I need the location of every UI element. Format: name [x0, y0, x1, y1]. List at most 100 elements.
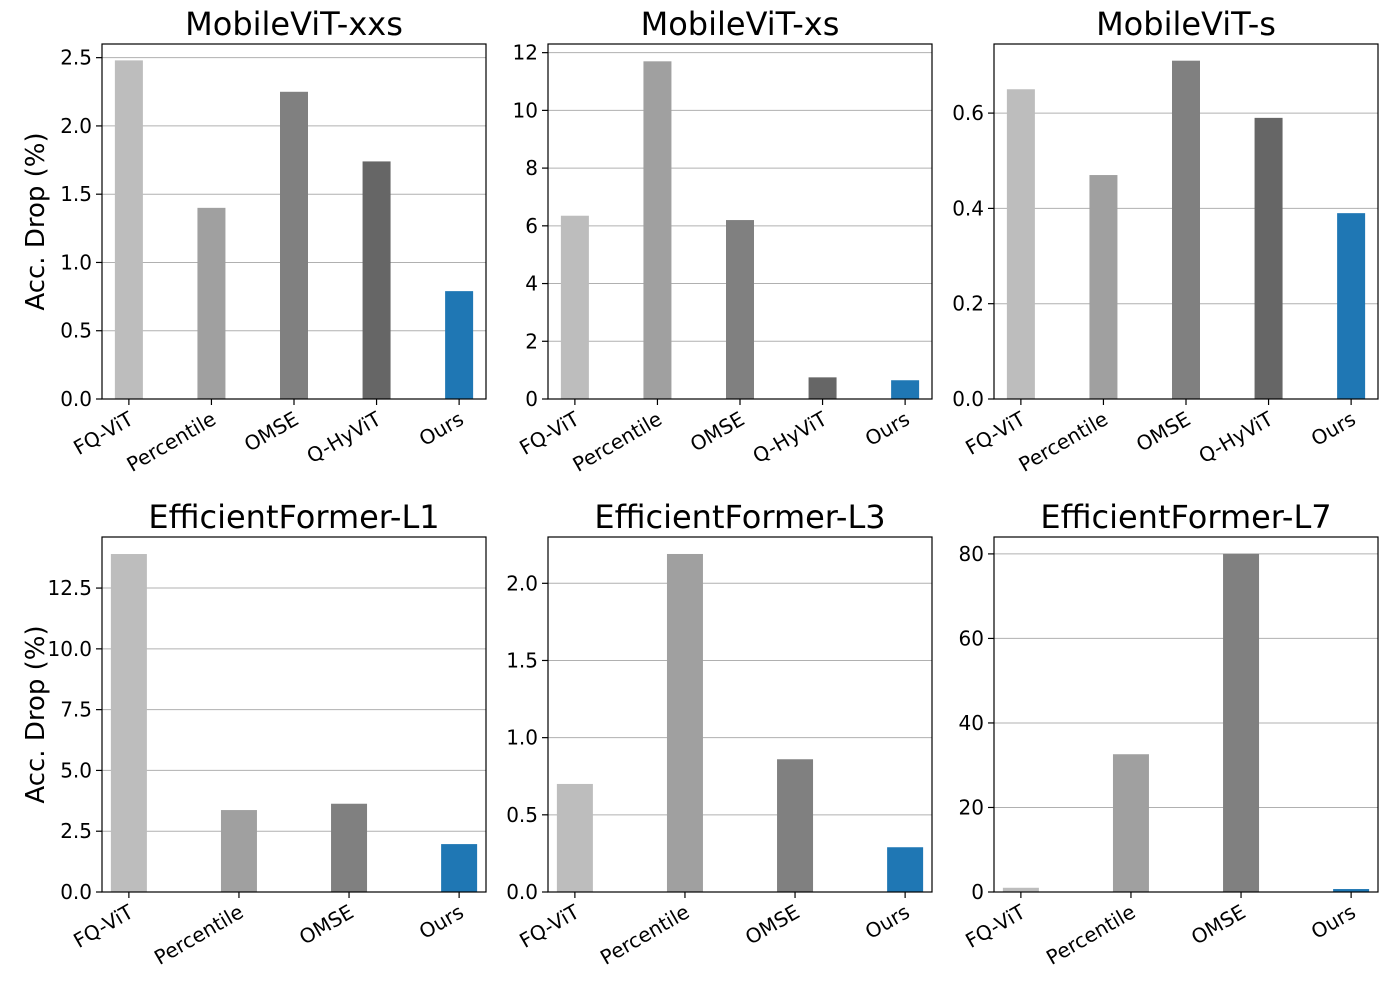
- ytick-label-0-3: 1.5: [60, 182, 92, 206]
- bar-4-3: [887, 847, 924, 892]
- axes-frame-5: [993, 536, 1379, 893]
- xtick-label-5-2: OMSE: [1187, 900, 1250, 950]
- ytick-label-0-4: 2.0: [60, 114, 92, 138]
- ytick-label-3-1: 2.5: [60, 819, 92, 843]
- xtick-label-3-0: FQ-ViT: [69, 899, 138, 953]
- bar-5-0: [1002, 887, 1039, 892]
- xtick-label-5-0: FQ-ViT: [961, 899, 1030, 953]
- chart-title-2: MobileViT-s: [1096, 5, 1276, 43]
- xtick-label-0-1: Percentile: [122, 407, 219, 477]
- ytick-label-1-0: 0: [525, 387, 538, 411]
- xtick-label-1-3: Q-HyViT: [749, 406, 832, 468]
- ytick-label-1-5: 10: [513, 98, 538, 122]
- ytick-label-0-1: 0.5: [60, 319, 92, 343]
- bar-0-1: [197, 207, 226, 399]
- xtick-label-1-4: Ours: [861, 407, 914, 451]
- xtick-label-0-4: Ours: [415, 407, 468, 451]
- bar-1-2: [726, 220, 754, 399]
- xtick-label-4-2: OMSE: [741, 900, 804, 950]
- axes-frame-4: [547, 536, 933, 893]
- xtick-label-4-0: FQ-ViT: [515, 899, 584, 953]
- bar-0-0: [114, 60, 143, 400]
- chart-panel-4: 0.0 0.5 1.0 1.5 2.0 FQ-ViT Percentile OMSE Ours E…: [506, 498, 933, 970]
- xtick-label-3-2: OMSE: [295, 900, 358, 950]
- chart-title-4: EfficientFormer-L3: [594, 498, 885, 536]
- ytick-label-0-5: 2.5: [60, 46, 92, 70]
- ytick-label-3-4: 10.0: [47, 637, 92, 661]
- ytick-label-3-5: 12.5: [47, 576, 92, 600]
- xtick-label-2-2: OMSE: [1132, 407, 1195, 457]
- ytick-label-1-6: 12: [513, 41, 538, 65]
- ytick-label-4-4: 2.0: [506, 571, 538, 595]
- bar-4-2: [777, 759, 814, 892]
- bar-1-1: [643, 61, 672, 399]
- ytick-label-1-1: 2: [525, 329, 538, 353]
- chart-panel-5: 0 20 40 60 80 FQ-ViT Percentile OMSE Ours Efficie…: [959, 498, 1379, 970]
- ytick-label-0-2: 1.0: [60, 250, 92, 274]
- chart-title-0: MobileViT-xxs: [185, 5, 403, 43]
- xtick-label-4-1: Percentile: [596, 900, 693, 970]
- bar-0-2: [280, 91, 308, 400]
- xtick-label-4-3: Ours: [861, 900, 914, 944]
- ytick-label-5-4: 80: [959, 542, 984, 566]
- ytick-label-2-3: 0.6: [952, 101, 984, 125]
- ytick-label-5-3: 60: [959, 626, 984, 650]
- xtick-label-3-3: Ours: [415, 900, 468, 944]
- bar-3-3: [441, 844, 478, 892]
- ytick-label-4-1: 0.5: [506, 803, 538, 827]
- ytick-label-1-4: 8: [525, 156, 538, 180]
- ytick-label-5-1: 20: [959, 795, 984, 819]
- ytick-label-4-0: 0.0: [506, 880, 538, 904]
- bar-3-2: [331, 803, 368, 892]
- ytick-label-4-3: 1.5: [506, 648, 538, 672]
- bar-4-1: [666, 553, 703, 892]
- bar-0-4: [445, 291, 474, 399]
- xtick-label-0-2: OMSE: [240, 407, 303, 457]
- bar-2-2: [1172, 60, 1200, 399]
- chart-title-5: EfficientFormer-L7: [1040, 498, 1331, 536]
- ytick-label-3-3: 7.5: [60, 698, 92, 722]
- bar-5-2: [1223, 553, 1260, 892]
- y-axis-label-3: Acc. Drop (%): [21, 625, 51, 803]
- xtick-label-5-3: Ours: [1307, 900, 1360, 944]
- xtick-label-2-3: Q-HyViT: [1195, 406, 1278, 468]
- xtick-label-1-2: OMSE: [686, 407, 749, 457]
- bar-4-0: [556, 783, 593, 892]
- ytick-label-2-2: 0.4: [952, 196, 984, 220]
- ytick-label-2-1: 0.2: [952, 292, 984, 316]
- ytick-label-3-2: 5.0: [60, 758, 92, 782]
- y-axis-label-0: Acc. Drop (%): [21, 132, 51, 310]
- ytick-label-0-0: 0.0: [60, 387, 92, 411]
- bar-1-0: [560, 215, 589, 399]
- ytick-label-1-3: 6: [525, 214, 538, 238]
- xtick-label-0-3: Q-HyViT: [303, 406, 386, 468]
- ytick-label-5-0: 0: [971, 880, 984, 904]
- bar-3-0: [110, 554, 147, 892]
- axes-frame-3: [101, 536, 487, 893]
- bar-2-1: [1089, 175, 1118, 399]
- chart-title-1: MobileViT-xs: [641, 5, 840, 43]
- bar-5-3: [1333, 889, 1370, 892]
- bar-2-0: [1006, 89, 1035, 399]
- ytick-label-5-2: 40: [959, 711, 984, 735]
- bar-0-3: [362, 161, 391, 399]
- ytick-label-2-0: 0.0: [952, 387, 984, 411]
- xtick-label-3-1: Percentile: [150, 900, 247, 970]
- bar-2-4: [1337, 213, 1366, 399]
- ytick-label-1-2: 4: [525, 272, 538, 296]
- bar-1-4: [891, 380, 920, 399]
- ytick-label-4-2: 1.0: [506, 726, 538, 750]
- xtick-label-2-1: Percentile: [1014, 407, 1111, 477]
- bar-2-3: [1254, 117, 1283, 399]
- ytick-label-3-0: 0.0: [60, 880, 92, 904]
- chart-panel-3: 0.0 2.5 5.0 7.5 10.0 12.5 FQ-ViT Percentile OMSE…: [21, 498, 487, 970]
- bar-5-1: [1112, 754, 1149, 892]
- xtick-label-2-4: Ours: [1307, 407, 1360, 451]
- xtick-label-5-1: Percentile: [1042, 900, 1139, 970]
- xtick-label-1-1: Percentile: [568, 407, 665, 477]
- bar-3-1: [220, 810, 257, 892]
- bar-1-3: [808, 377, 837, 399]
